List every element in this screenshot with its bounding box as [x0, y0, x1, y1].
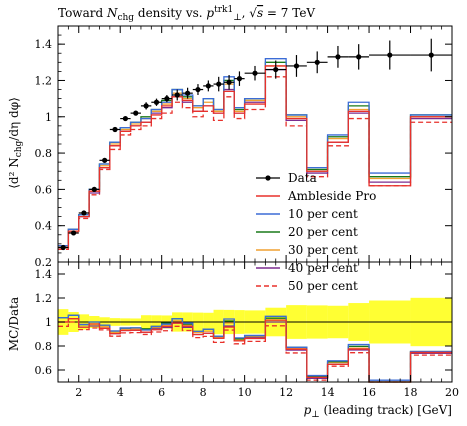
- x-tick-label: 12: [279, 386, 293, 399]
- y-tick-label: 1.4: [35, 38, 53, 51]
- data-point-24: [387, 52, 393, 58]
- data-point-14: [205, 83, 211, 89]
- mc-series-5: [58, 76, 452, 250]
- data-point-4: [102, 157, 108, 163]
- y-tick-label: 0.4: [35, 220, 53, 233]
- legend-label: Ambleside Pro: [287, 189, 376, 203]
- mc-series-1: [58, 58, 452, 247]
- y-tick-label: 0.8: [35, 147, 53, 160]
- ratio-y-tick-label: 0.6: [35, 364, 53, 377]
- y-tick-label: 0.2: [35, 256, 53, 269]
- legend-label: Data: [288, 171, 317, 185]
- y-axis-label: ⟨d² Nchg/dη dφ⟩: [7, 97, 24, 189]
- x-tick-label: 10: [238, 386, 252, 399]
- x-tick-label: 6: [158, 386, 165, 399]
- y-tick-label: 0.6: [35, 183, 53, 196]
- data-point-5: [112, 126, 118, 133]
- mc-series-0: [58, 65, 452, 249]
- y-tick-label: 1.2: [35, 74, 53, 87]
- data-point-12: [185, 90, 191, 96]
- data-point-21: [314, 59, 320, 65]
- x-tick-label: 2: [75, 386, 82, 399]
- x-tick-label: 14: [321, 386, 335, 399]
- data-point-16: [226, 79, 232, 85]
- data-point-23: [356, 54, 362, 60]
- data-point-9: [153, 99, 160, 105]
- data-point-17: [236, 76, 243, 82]
- legend: Data Ambleside Pro 10 per cent 20 per cent 3…: [256, 171, 376, 293]
- ratio-y-tick-label: 1: [45, 316, 52, 329]
- ratio-y-tick-label: 1.2: [35, 292, 53, 305]
- data-point-0: [60, 244, 66, 251]
- legend-label: 10 per cent: [288, 207, 358, 221]
- data-point-25: [428, 52, 434, 58]
- legend-label: 50 per cent: [288, 279, 358, 293]
- x-tick-label: 18: [404, 386, 418, 399]
- data-point-2: [81, 210, 87, 216]
- x-tick-label: 4: [117, 386, 124, 399]
- mc-series-2: [58, 61, 452, 247]
- data-point-15: [216, 81, 222, 87]
- y-tick-label: 1: [45, 111, 52, 124]
- data-point-19: [273, 66, 279, 73]
- data-point-22: [335, 54, 341, 60]
- x-tick-label: 16: [362, 386, 376, 399]
- ratio-y-tick-label: 1.4: [35, 268, 53, 281]
- mc-series-3: [58, 65, 452, 249]
- ratio-y-axis-label: MC/Data: [7, 297, 21, 351]
- data-point-13: [195, 86, 201, 93]
- x-axis-label: p⊥ (leading track) [GeV]: [304, 403, 452, 420]
- data-point-6: [122, 115, 128, 122]
- data-point-1: [70, 230, 77, 236]
- data-point-11: [174, 92, 180, 98]
- mc-series-4: [58, 68, 452, 249]
- data-point-10: [164, 96, 170, 102]
- legend-label: 20 per cent: [288, 225, 358, 239]
- data-point-20: [293, 63, 300, 69]
- data-point-18: [252, 70, 258, 76]
- legend-data-marker: [265, 175, 271, 181]
- data-point-3: [91, 186, 97, 192]
- x-tick-label: 8: [200, 386, 207, 399]
- legend-label: 40 per cent: [288, 261, 358, 275]
- data-point-7: [133, 110, 139, 116]
- mc-ratio-series-0: [58, 318, 452, 383]
- data-point-8: [143, 103, 149, 109]
- main-panel: 0.2 0.4 0.6 0.8 1 1.2 1.4: [35, 25, 453, 269]
- chart-title: Toward Nchg density vs. ptrk1⊥, √s = 7 T…: [58, 5, 315, 23]
- x-tick-label: 20: [445, 386, 459, 399]
- ratio-y-tick-label: 0.8: [35, 340, 53, 353]
- ratio-panel: 0.6 0.8 1 1.2 1.4 2 4 6 8 10 12 14 16 18 20: [35, 261, 459, 399]
- legend-label: 30 per cent: [288, 243, 358, 257]
